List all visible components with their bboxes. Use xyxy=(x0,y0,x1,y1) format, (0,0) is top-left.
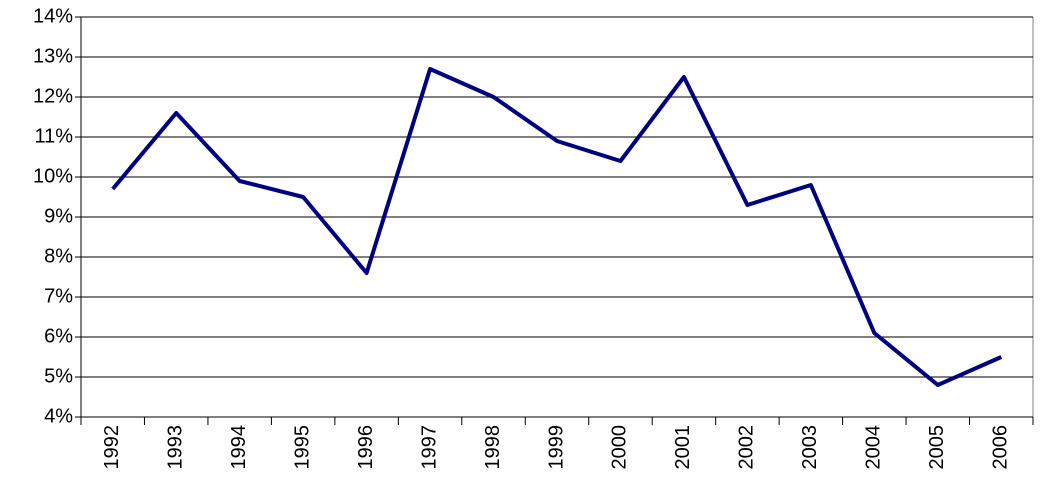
x-tick-label: 2003 xyxy=(799,425,821,470)
x-tick-label: 2001 xyxy=(672,425,694,470)
x-tick-label: 1993 xyxy=(164,425,186,470)
y-tick-label: 11% xyxy=(34,125,73,147)
x-tick-label: 1992 xyxy=(101,425,123,470)
y-tick-label: 10% xyxy=(33,165,73,187)
data-line xyxy=(111,67,1003,387)
x-tick-label: 2000 xyxy=(609,425,631,470)
y-tick-label: 5% xyxy=(44,365,73,387)
x-tick-label: 1995 xyxy=(291,425,313,470)
y-tick-label: 8% xyxy=(44,245,73,267)
y-tick-label: 7% xyxy=(44,285,73,307)
x-tick-label: 1998 xyxy=(482,425,504,470)
x-tick-label: 1996 xyxy=(355,425,377,470)
x-tick-label: 2004 xyxy=(863,425,885,470)
x-tick-label: 2006 xyxy=(990,425,1012,470)
y-tick-label: 13% xyxy=(33,45,73,67)
y-tick-label: 6% xyxy=(44,325,73,347)
y-tick-label: 4% xyxy=(44,405,73,427)
y-tick-label: 9% xyxy=(44,205,73,227)
y-tick-label: 12% xyxy=(33,85,73,107)
x-tick-label: 2002 xyxy=(736,425,758,470)
y-tick-label: 14% xyxy=(33,5,73,27)
x-tick-label: 2005 xyxy=(926,425,948,470)
x-tick-label: 1999 xyxy=(545,425,567,470)
x-tick-label: 1997 xyxy=(418,425,440,470)
x-tick-label: 1994 xyxy=(228,425,250,470)
